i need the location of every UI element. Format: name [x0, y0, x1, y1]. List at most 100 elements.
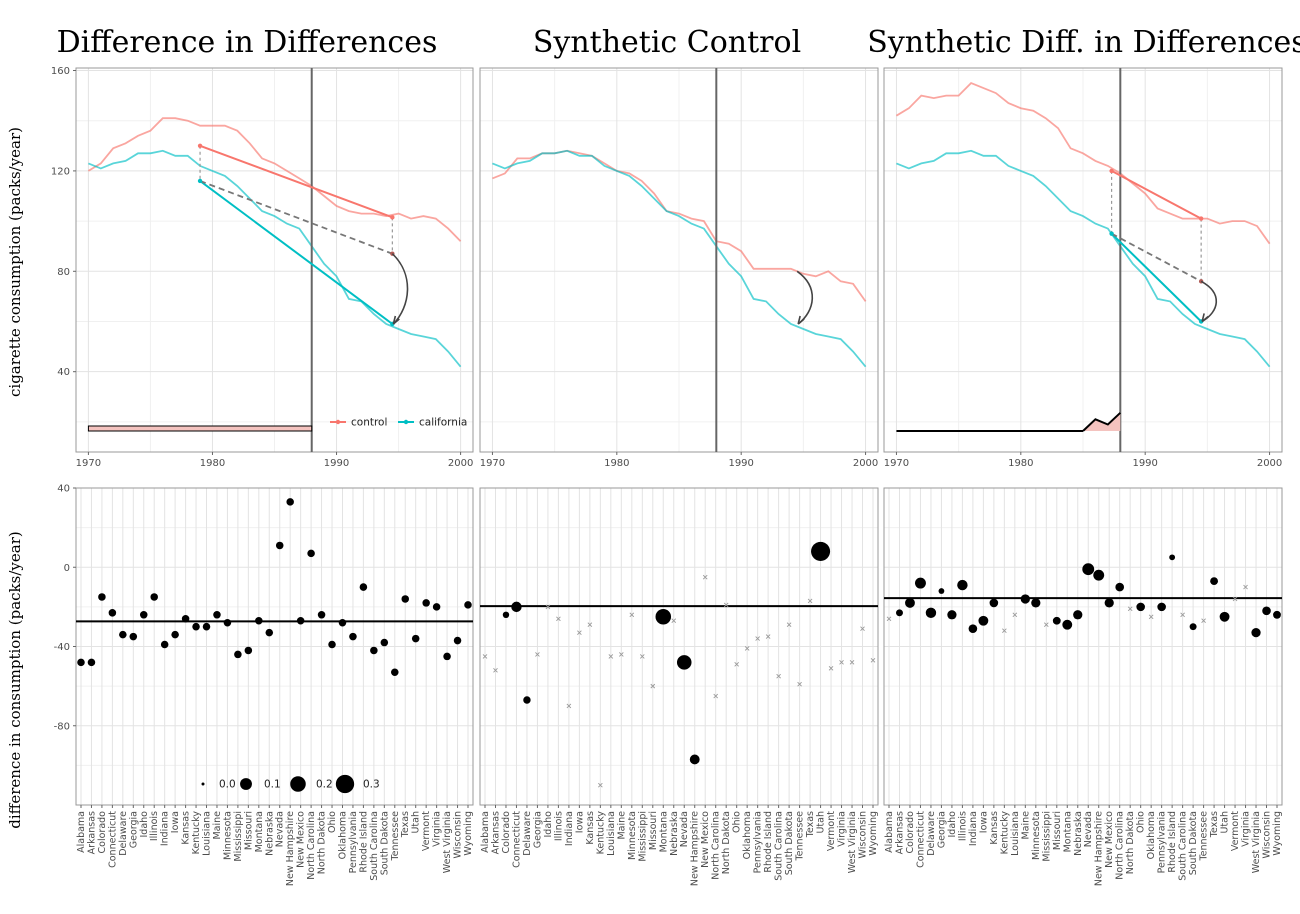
state-label: Rhode Island: [358, 811, 369, 873]
unit-estimate-point: [338, 618, 347, 627]
zero-weight-mark: [482, 654, 488, 659]
unit-estimate-point: [453, 636, 462, 645]
legend-dot-control: [335, 419, 341, 425]
unit-estimate-point: [1104, 598, 1114, 608]
panel-top-2: 1970 1980 1990 2000: [479, 67, 879, 469]
y-tick-label: 160: [51, 66, 70, 77]
series-line-california: [88, 149, 462, 368]
zero-weight-mark: [886, 616, 892, 622]
state-label: Connecticut: [511, 811, 522, 868]
zero-weight-mark: [839, 660, 844, 665]
panel-bottom-3: Alabama Arkansas Colorado Connecticut Delawa…: [883, 487, 1283, 886]
size-legend-dot: [240, 778, 252, 790]
y-tick-label: 40: [57, 367, 70, 378]
panel-frame: [883, 487, 1283, 806]
state-label: Wyoming: [1272, 811, 1283, 856]
y-tick-label: 40: [57, 484, 70, 495]
zero-weight-mark: [744, 646, 750, 651]
unit-estimate-point: [947, 610, 957, 620]
zero-weight-mark: [587, 622, 593, 628]
state-label: Missouri: [648, 811, 659, 850]
segment-endpoint: [197, 143, 203, 149]
unit-estimate-point: [370, 646, 378, 655]
state-label: North Dakota: [721, 811, 732, 874]
unit-estimate-point: [502, 611, 510, 619]
state-label: Wisconsin: [858, 811, 869, 858]
unit-estimate-point: [1031, 598, 1041, 608]
effect-arrow-head: [392, 315, 400, 325]
unit-estimate-point: [1115, 582, 1125, 592]
size-legend-dot: [201, 782, 205, 786]
counterfactual-segment: [1111, 232, 1202, 283]
unit-estimate-point: [411, 634, 420, 643]
unit-estimate-point: [1020, 594, 1030, 604]
series-line-control: [87, 117, 462, 242]
state-label: Tennessee: [795, 811, 806, 862]
state-label: South Dakota: [1188, 811, 1199, 875]
state-label: Missouri: [243, 811, 254, 850]
state-label: Kansas: [989, 811, 1000, 845]
state-label: Nebraska: [1073, 811, 1084, 856]
state-label: Georgia: [532, 811, 543, 848]
state-label: Wyoming: [868, 811, 879, 856]
zero-weight-mark: [776, 673, 781, 679]
size-legend-label: 0.3: [363, 779, 380, 791]
state-label: Illinois: [553, 811, 564, 841]
unit-estimate-point: [192, 622, 200, 631]
unit-estimate-point: [317, 611, 326, 619]
state-label: Texas: [805, 811, 816, 838]
zero-weight-mark: [556, 616, 561, 622]
unit-estimate-point: [896, 609, 903, 617]
state-label: South Dakota: [379, 811, 390, 875]
state-label: Ohio: [1136, 811, 1147, 833]
zero-weight-mark: [734, 662, 739, 667]
unit-estimate-point: [523, 696, 531, 704]
state-label: Nevada: [679, 811, 690, 847]
zero-weight-mark: [1180, 612, 1185, 618]
state-label: South Carolina: [1178, 811, 1189, 881]
unit-estimate-point: [1210, 577, 1219, 586]
state-label: Idaho: [543, 811, 554, 838]
state-label: Colorado: [501, 811, 512, 854]
zero-weight-mark: [870, 658, 876, 663]
state-label: South Dakota: [784, 811, 795, 875]
size-legend-label: 0.0: [219, 779, 236, 791]
state-label: Maine: [616, 811, 627, 840]
unit-estimate-point: [307, 549, 315, 558]
state-label: Illinois: [149, 811, 160, 841]
zero-weight-mark: [755, 636, 760, 641]
x-tick-label: 1990: [1132, 458, 1157, 469]
state-label: Mississippi: [637, 811, 648, 862]
panels: 1970 1980 1990 2000 40 80 120 160 control califor…: [51, 66, 1283, 886]
state-label: Minnesota: [1031, 811, 1042, 860]
unit-estimate-point: [87, 658, 96, 667]
state-label: New Hampshire: [690, 811, 701, 886]
state-label: Arkansas: [894, 811, 905, 854]
unit-estimate-point: [391, 668, 399, 677]
unit-estimate-point: [296, 616, 305, 625]
state-label: Delaware: [522, 811, 533, 856]
state-label: West Virginia: [847, 811, 858, 873]
state-label: Connecticut: [915, 811, 926, 868]
state-label: Missouri: [1052, 811, 1063, 850]
effect-arrow-head: [797, 315, 805, 325]
ylabel-bottom: difference in consumption (packs/year): [6, 531, 24, 828]
unit-estimate-point: [1189, 623, 1197, 631]
state-label: Pennsylvania: [753, 811, 764, 873]
ylabel-top: cigarette consumption (packs/year): [6, 127, 24, 397]
unit-estimate-point: [171, 630, 179, 639]
size-legend-dot: [290, 776, 306, 792]
state-label: West Virginia: [442, 811, 453, 873]
unit-estimate-point: [655, 609, 672, 625]
zero-weight-mark: [807, 598, 813, 604]
unit-estimate-point: [1262, 606, 1271, 616]
unit-estimate-point: [811, 541, 831, 561]
y-tick-label: -40: [54, 642, 70, 653]
unit-estimate-point: [676, 655, 692, 670]
state-label: Montana: [254, 811, 265, 852]
unit-estimate-point: [905, 597, 915, 608]
state-label: Maine: [1020, 811, 1031, 840]
state-label: Indiana: [160, 811, 171, 846]
x-tick-label: 1970: [76, 458, 101, 469]
unit-estimate-point: [98, 593, 106, 601]
